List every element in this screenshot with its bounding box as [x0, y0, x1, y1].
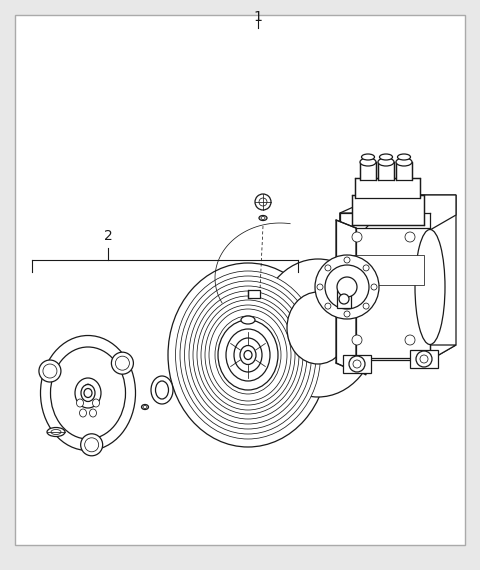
Circle shape	[255, 194, 271, 210]
Circle shape	[325, 303, 331, 309]
Ellipse shape	[142, 405, 148, 409]
Bar	[360, 162, 376, 180]
Circle shape	[416, 351, 432, 367]
Ellipse shape	[47, 428, 65, 437]
Ellipse shape	[415, 230, 445, 344]
Circle shape	[353, 360, 361, 368]
Bar	[378, 162, 394, 180]
Circle shape	[115, 356, 130, 370]
Ellipse shape	[259, 259, 377, 397]
Ellipse shape	[380, 154, 393, 160]
Ellipse shape	[361, 154, 374, 160]
Ellipse shape	[244, 351, 252, 360]
Circle shape	[349, 356, 365, 372]
Bar	[396, 162, 412, 180]
Circle shape	[259, 198, 267, 206]
Ellipse shape	[168, 263, 328, 447]
Ellipse shape	[89, 409, 96, 417]
Polygon shape	[340, 213, 380, 375]
Circle shape	[405, 232, 415, 242]
Polygon shape	[248, 290, 260, 298]
Ellipse shape	[76, 399, 84, 407]
Circle shape	[84, 438, 99, 452]
Ellipse shape	[84, 389, 92, 397]
Ellipse shape	[143, 405, 147, 409]
Ellipse shape	[81, 385, 95, 401]
Text: 2: 2	[104, 229, 112, 243]
Circle shape	[337, 277, 357, 297]
Ellipse shape	[241, 316, 255, 324]
Ellipse shape	[259, 215, 267, 221]
Text: 1: 1	[253, 10, 263, 24]
Circle shape	[420, 355, 428, 363]
Polygon shape	[380, 195, 456, 360]
Ellipse shape	[176, 271, 321, 439]
Ellipse shape	[360, 158, 376, 166]
Circle shape	[371, 284, 377, 290]
Ellipse shape	[156, 381, 168, 399]
Ellipse shape	[397, 154, 410, 160]
Circle shape	[352, 335, 362, 345]
Ellipse shape	[75, 378, 101, 408]
Ellipse shape	[378, 158, 394, 166]
Circle shape	[363, 265, 369, 271]
Circle shape	[317, 284, 323, 290]
Ellipse shape	[93, 399, 99, 407]
Ellipse shape	[111, 352, 133, 374]
Bar	[410, 350, 438, 368]
Ellipse shape	[340, 213, 440, 357]
Circle shape	[339, 294, 349, 304]
Circle shape	[344, 311, 350, 317]
Ellipse shape	[415, 230, 445, 340]
Polygon shape	[340, 345, 456, 360]
Circle shape	[325, 265, 331, 271]
Bar	[337, 290, 351, 308]
Ellipse shape	[51, 430, 61, 434]
Bar	[340, 228, 430, 360]
Polygon shape	[340, 195, 456, 230]
Polygon shape	[336, 220, 356, 372]
Circle shape	[344, 257, 350, 263]
Bar	[355, 178, 420, 198]
Ellipse shape	[234, 338, 262, 372]
Ellipse shape	[81, 434, 103, 456]
Circle shape	[405, 335, 415, 345]
Ellipse shape	[226, 329, 270, 381]
Bar	[352, 195, 424, 225]
Ellipse shape	[40, 336, 135, 450]
Ellipse shape	[218, 320, 278, 390]
Ellipse shape	[240, 345, 256, 364]
Bar	[352, 255, 424, 285]
Ellipse shape	[39, 360, 61, 382]
Ellipse shape	[84, 384, 92, 392]
Circle shape	[363, 303, 369, 309]
Ellipse shape	[151, 376, 173, 404]
Ellipse shape	[50, 347, 125, 439]
Ellipse shape	[80, 409, 86, 417]
Ellipse shape	[396, 158, 412, 166]
Ellipse shape	[261, 217, 265, 219]
Circle shape	[325, 265, 369, 309]
Circle shape	[315, 255, 379, 319]
Bar	[343, 355, 371, 373]
Circle shape	[43, 364, 57, 378]
Circle shape	[352, 232, 362, 242]
Ellipse shape	[287, 292, 349, 364]
